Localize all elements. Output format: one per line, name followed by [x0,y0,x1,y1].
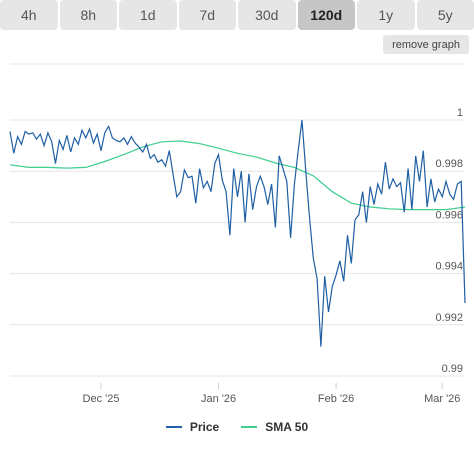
chart-legend: Price SMA 50 [0,420,474,434]
x-tick-label: Jan '26 [201,393,236,405]
x-tick-labels: Dec '25 Jan '26 Feb '26 Mar '26 [83,383,460,405]
tab-120d[interactable]: 120d [297,0,355,30]
tab-4h[interactable]: 4h [0,0,58,30]
series-line-sma-50 [9,140,466,211]
y-tick-label: 0.992 [435,312,463,324]
y-tick-label: 0.998 [435,158,463,170]
x-tick-label: Feb '26 [318,393,354,405]
tab-1y[interactable]: 1y [357,0,415,30]
legend-item-price[interactable]: Price [165,420,220,434]
y-tick-label: 0.996 [435,209,463,221]
legend-swatch-price [165,426,182,428]
timeframe-tabs: 4h 8h 1d 7d 30d 120d 1y 5y [0,0,474,30]
tab-8h[interactable]: 8h [59,0,117,30]
series-line-price [9,119,466,347]
y-tick-labels: 1 0.998 0.996 0.994 0.992 0.99 [435,107,463,375]
legend-label-sma-50: SMA 50 [265,420,309,434]
grid-lines [10,63,465,377]
tab-5y[interactable]: 5y [416,0,474,30]
legend-label-price: Price [189,420,220,434]
x-tick-label: Mar '26 [424,393,460,405]
remove-graph-button[interactable]: remove graph [383,35,469,54]
tab-30d[interactable]: 30d [238,0,296,30]
y-tick-label: 0.994 [435,261,463,273]
y-tick-label: 1 [457,107,463,119]
tab-1d[interactable]: 1d [119,0,177,30]
legend-item-sma-50[interactable]: SMA 50 [241,420,308,434]
x-tick-label: Dec '25 [83,393,120,405]
y-tick-label: 0.99 [442,363,463,375]
tab-7d[interactable]: 7d [178,0,236,30]
price-chart: 1 0.998 0.996 0.994 0.992 0.99 Dec '25 Jan '26… [9,63,466,405]
legend-swatch-sma-50 [241,426,258,428]
